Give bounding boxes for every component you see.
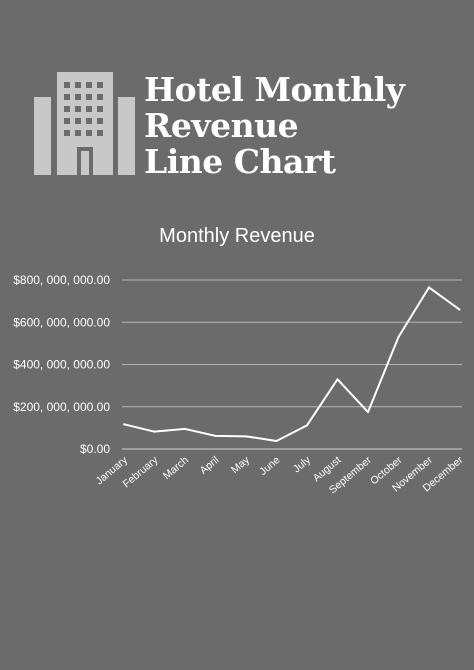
data-point [245, 435, 247, 438]
data-point [123, 423, 125, 426]
hotel-building-icon [34, 72, 135, 175]
data-point [275, 439, 278, 442]
y-tick-label: $800, 000, 000.00 [13, 273, 110, 287]
x-tick-label: April [198, 454, 222, 477]
x-tick-label: July [291, 454, 314, 476]
data-point [428, 286, 430, 289]
page-title: Hotel Monthly Revenue Line Chart [144, 72, 444, 180]
data-point [397, 336, 400, 339]
x-tick-label: March [161, 454, 191, 482]
y-tick-label: $400, 000, 000.00 [13, 358, 110, 372]
x-tick-label: May [229, 454, 252, 476]
x-tick-label: June [257, 454, 282, 478]
y-tick-label: $600, 000, 000.00 [13, 315, 110, 329]
header: Hotel Monthly Revenue Line Chart [34, 72, 454, 182]
series-line [123, 286, 461, 442]
x-tick-label: February [121, 454, 161, 491]
title-line-3: Line Chart [144, 142, 336, 181]
data-point [458, 308, 461, 311]
title-line-2: Revenue [144, 106, 299, 145]
data-point [184, 427, 186, 430]
data-point [367, 411, 369, 414]
data-point [214, 434, 217, 437]
data-point [336, 378, 339, 381]
chart-title: Monthly Revenue [159, 225, 315, 247]
data-point [306, 424, 308, 427]
y-tick-label: $0.00 [80, 442, 110, 456]
title-line-1: Hotel Monthly [144, 70, 405, 109]
y-tick-label: $200, 000, 000.00 [13, 400, 110, 414]
data-point [153, 430, 156, 433]
